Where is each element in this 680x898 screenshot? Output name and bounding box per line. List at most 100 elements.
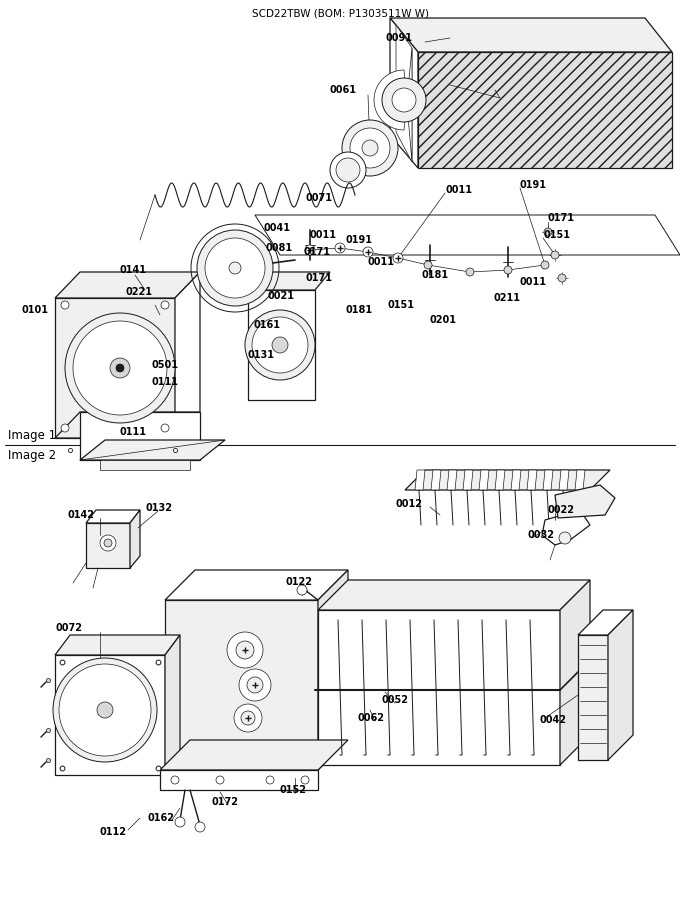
Circle shape <box>65 313 175 423</box>
Circle shape <box>97 702 113 718</box>
Text: 0122: 0122 <box>285 577 312 587</box>
Text: 0171: 0171 <box>548 213 575 223</box>
Polygon shape <box>511 470 521 490</box>
Circle shape <box>104 539 112 547</box>
Polygon shape <box>248 272 330 290</box>
Text: 0141: 0141 <box>120 265 147 275</box>
Circle shape <box>363 247 373 257</box>
Polygon shape <box>479 470 489 490</box>
Circle shape <box>392 88 416 112</box>
Polygon shape <box>160 770 318 790</box>
Circle shape <box>336 158 360 182</box>
Polygon shape <box>575 470 585 490</box>
Polygon shape <box>390 18 418 168</box>
Text: 0171: 0171 <box>305 273 332 283</box>
Polygon shape <box>55 412 200 438</box>
Text: 0052: 0052 <box>382 695 409 705</box>
Circle shape <box>195 822 205 832</box>
Polygon shape <box>560 580 590 765</box>
Text: 0151: 0151 <box>543 230 570 240</box>
Polygon shape <box>578 610 633 635</box>
Polygon shape <box>160 740 348 770</box>
Text: 0191: 0191 <box>520 180 547 190</box>
Text: 0111: 0111 <box>152 377 179 387</box>
Circle shape <box>362 140 378 156</box>
Text: 0152: 0152 <box>280 785 307 795</box>
Text: 0012: 0012 <box>395 499 422 509</box>
Text: 0011: 0011 <box>368 257 395 267</box>
Circle shape <box>245 310 315 380</box>
Text: 0011: 0011 <box>520 277 547 287</box>
Circle shape <box>272 337 288 353</box>
Polygon shape <box>396 25 412 162</box>
Polygon shape <box>374 48 412 162</box>
Text: 0101: 0101 <box>22 305 49 315</box>
Polygon shape <box>165 600 318 770</box>
Polygon shape <box>463 470 473 490</box>
Circle shape <box>116 364 124 372</box>
Polygon shape <box>130 510 140 568</box>
Polygon shape <box>55 635 180 655</box>
Circle shape <box>541 261 549 269</box>
Text: 0132: 0132 <box>145 503 172 513</box>
Circle shape <box>61 424 69 432</box>
Text: 0172: 0172 <box>212 797 239 807</box>
Polygon shape <box>55 298 175 438</box>
Circle shape <box>241 711 255 725</box>
Text: 0181: 0181 <box>422 270 449 280</box>
Circle shape <box>559 532 571 544</box>
Circle shape <box>61 301 69 309</box>
Circle shape <box>161 301 169 309</box>
Polygon shape <box>543 470 553 490</box>
Circle shape <box>335 243 345 253</box>
Polygon shape <box>542 510 590 545</box>
Text: Image 2: Image 2 <box>8 448 56 462</box>
Text: 0071: 0071 <box>305 193 332 203</box>
Polygon shape <box>555 485 615 518</box>
Polygon shape <box>578 635 608 760</box>
Polygon shape <box>415 470 425 490</box>
Circle shape <box>175 817 185 827</box>
Polygon shape <box>227 240 243 296</box>
Polygon shape <box>495 470 505 490</box>
Text: 0091: 0091 <box>385 33 412 43</box>
Circle shape <box>161 424 169 432</box>
Text: 0161: 0161 <box>254 320 281 330</box>
Polygon shape <box>86 510 140 523</box>
Circle shape <box>236 641 254 659</box>
Circle shape <box>227 632 263 668</box>
Text: 0011: 0011 <box>445 185 472 195</box>
Circle shape <box>466 268 474 276</box>
Text: 0062: 0062 <box>358 713 385 723</box>
Circle shape <box>305 245 315 255</box>
Text: 0061: 0061 <box>330 85 357 95</box>
Circle shape <box>544 228 552 236</box>
Polygon shape <box>318 580 590 610</box>
Circle shape <box>234 704 262 732</box>
Circle shape <box>504 266 512 274</box>
Circle shape <box>73 321 167 415</box>
Polygon shape <box>80 412 200 460</box>
Circle shape <box>100 535 116 551</box>
Circle shape <box>330 152 366 188</box>
Polygon shape <box>255 215 680 255</box>
Polygon shape <box>165 635 180 775</box>
Circle shape <box>558 274 566 282</box>
Polygon shape <box>431 470 441 490</box>
Polygon shape <box>405 470 610 490</box>
Circle shape <box>350 128 390 168</box>
Text: 0131: 0131 <box>248 350 275 360</box>
Text: 0112: 0112 <box>100 827 127 837</box>
Text: 0021: 0021 <box>267 291 294 301</box>
Polygon shape <box>447 470 457 490</box>
Text: 0032: 0032 <box>527 530 554 540</box>
Circle shape <box>252 317 308 373</box>
Text: 0171: 0171 <box>303 247 330 257</box>
Circle shape <box>393 253 403 263</box>
Circle shape <box>229 262 241 274</box>
Polygon shape <box>390 18 672 52</box>
Text: 0501: 0501 <box>152 360 179 370</box>
Circle shape <box>59 664 151 756</box>
Circle shape <box>205 238 265 298</box>
Circle shape <box>551 251 559 259</box>
